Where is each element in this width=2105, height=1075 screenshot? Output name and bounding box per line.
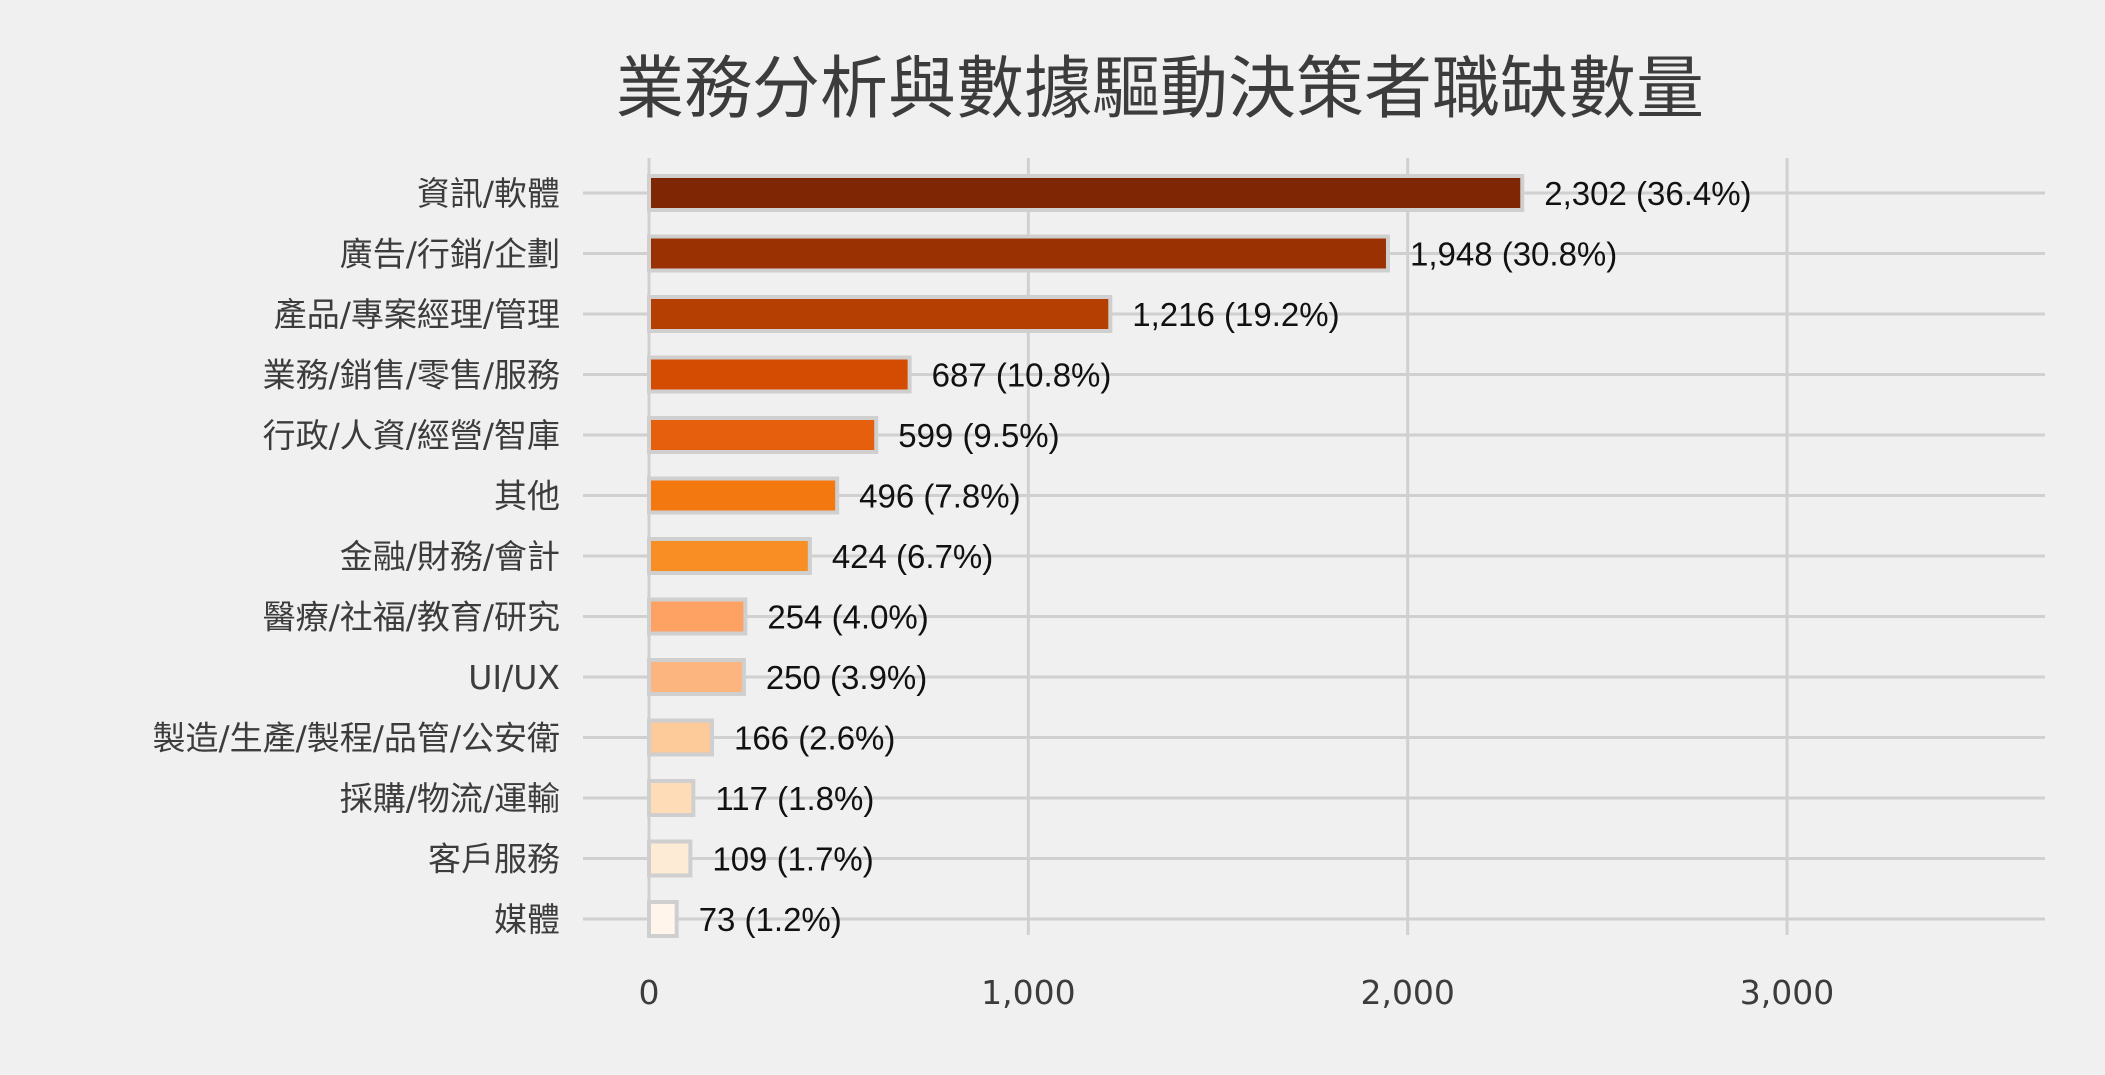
bar [647,597,748,636]
category-label: 其他 [494,477,560,516]
data-label: 250 (3.9%) [766,659,927,696]
bar [647,839,693,878]
data-label: 73 (1.2%) [699,901,842,938]
data-label: 166 (2.6%) [734,720,895,757]
category-label: 採購/物流/運輸 [340,779,560,818]
x-tick-label: 3,000 [1740,973,1834,1012]
category-label: 資訊/軟體 [417,174,560,213]
data-label: 599 (9.5%) [898,417,1059,454]
data-label: 687 (10.8%) [932,357,1112,394]
bar [647,355,912,394]
category-label: 產品/專案經理/管理 [274,295,560,334]
chart-title: 業務分析與數據驅動決策者職缺數量 [616,50,1704,129]
data-label: 424 (6.7%) [832,538,993,575]
category-label: 製造/生產/製程/品管/公安衛 [153,719,560,758]
bar [647,900,679,938]
category-label: 醫療/社福/教育/研究 [263,598,560,637]
category-label: 業務/銷售/零售/服務 [263,356,560,395]
x-tick-label: 0 [639,973,660,1012]
data-label: 1,216 (19.2%) [1132,296,1339,333]
bar [647,779,696,817]
x-axis-tick-labels: 0 1,000 2,000 3,000 [639,973,1835,1012]
bar [647,718,714,757]
bar [647,537,812,575]
bars [647,174,1525,938]
data-label: 117 (1.8%) [715,780,874,817]
data-label: 1,948 (30.8%) [1410,236,1617,273]
x-tick-label: 1,000 [981,973,1075,1012]
data-label: 2,302 (36.4%) [1544,175,1751,212]
data-labels: 2,302 (36.4%) 1,948 (30.8%) 1,216 (19.2%) 6… [699,175,1752,938]
bar [647,416,879,454]
bar [647,658,746,696]
category-label: 客戶服務 [428,840,560,879]
bar [647,174,1525,212]
x-tick-label: 2,000 [1360,973,1454,1012]
category-labels: 資訊/軟體廣告/行銷/企劃產品/專案經理/管理業務/銷售/零售/服務行政/人資/… [153,174,560,939]
data-label: 109 (1.7%) [712,841,873,878]
category-label: UI/UX [468,658,560,697]
bar [647,295,1113,333]
data-label: 254 (4.0%) [767,599,928,636]
data-label: 496 (7.8%) [859,478,1020,515]
category-label: 廣告/行銷/企劃 [340,235,560,274]
category-label: 金融/財務/會計 [340,537,560,576]
bar [647,234,1390,273]
category-label: 行政/人資/經營/智庫 [263,416,560,455]
bar [647,476,840,515]
category-label: 媒體 [494,900,560,939]
